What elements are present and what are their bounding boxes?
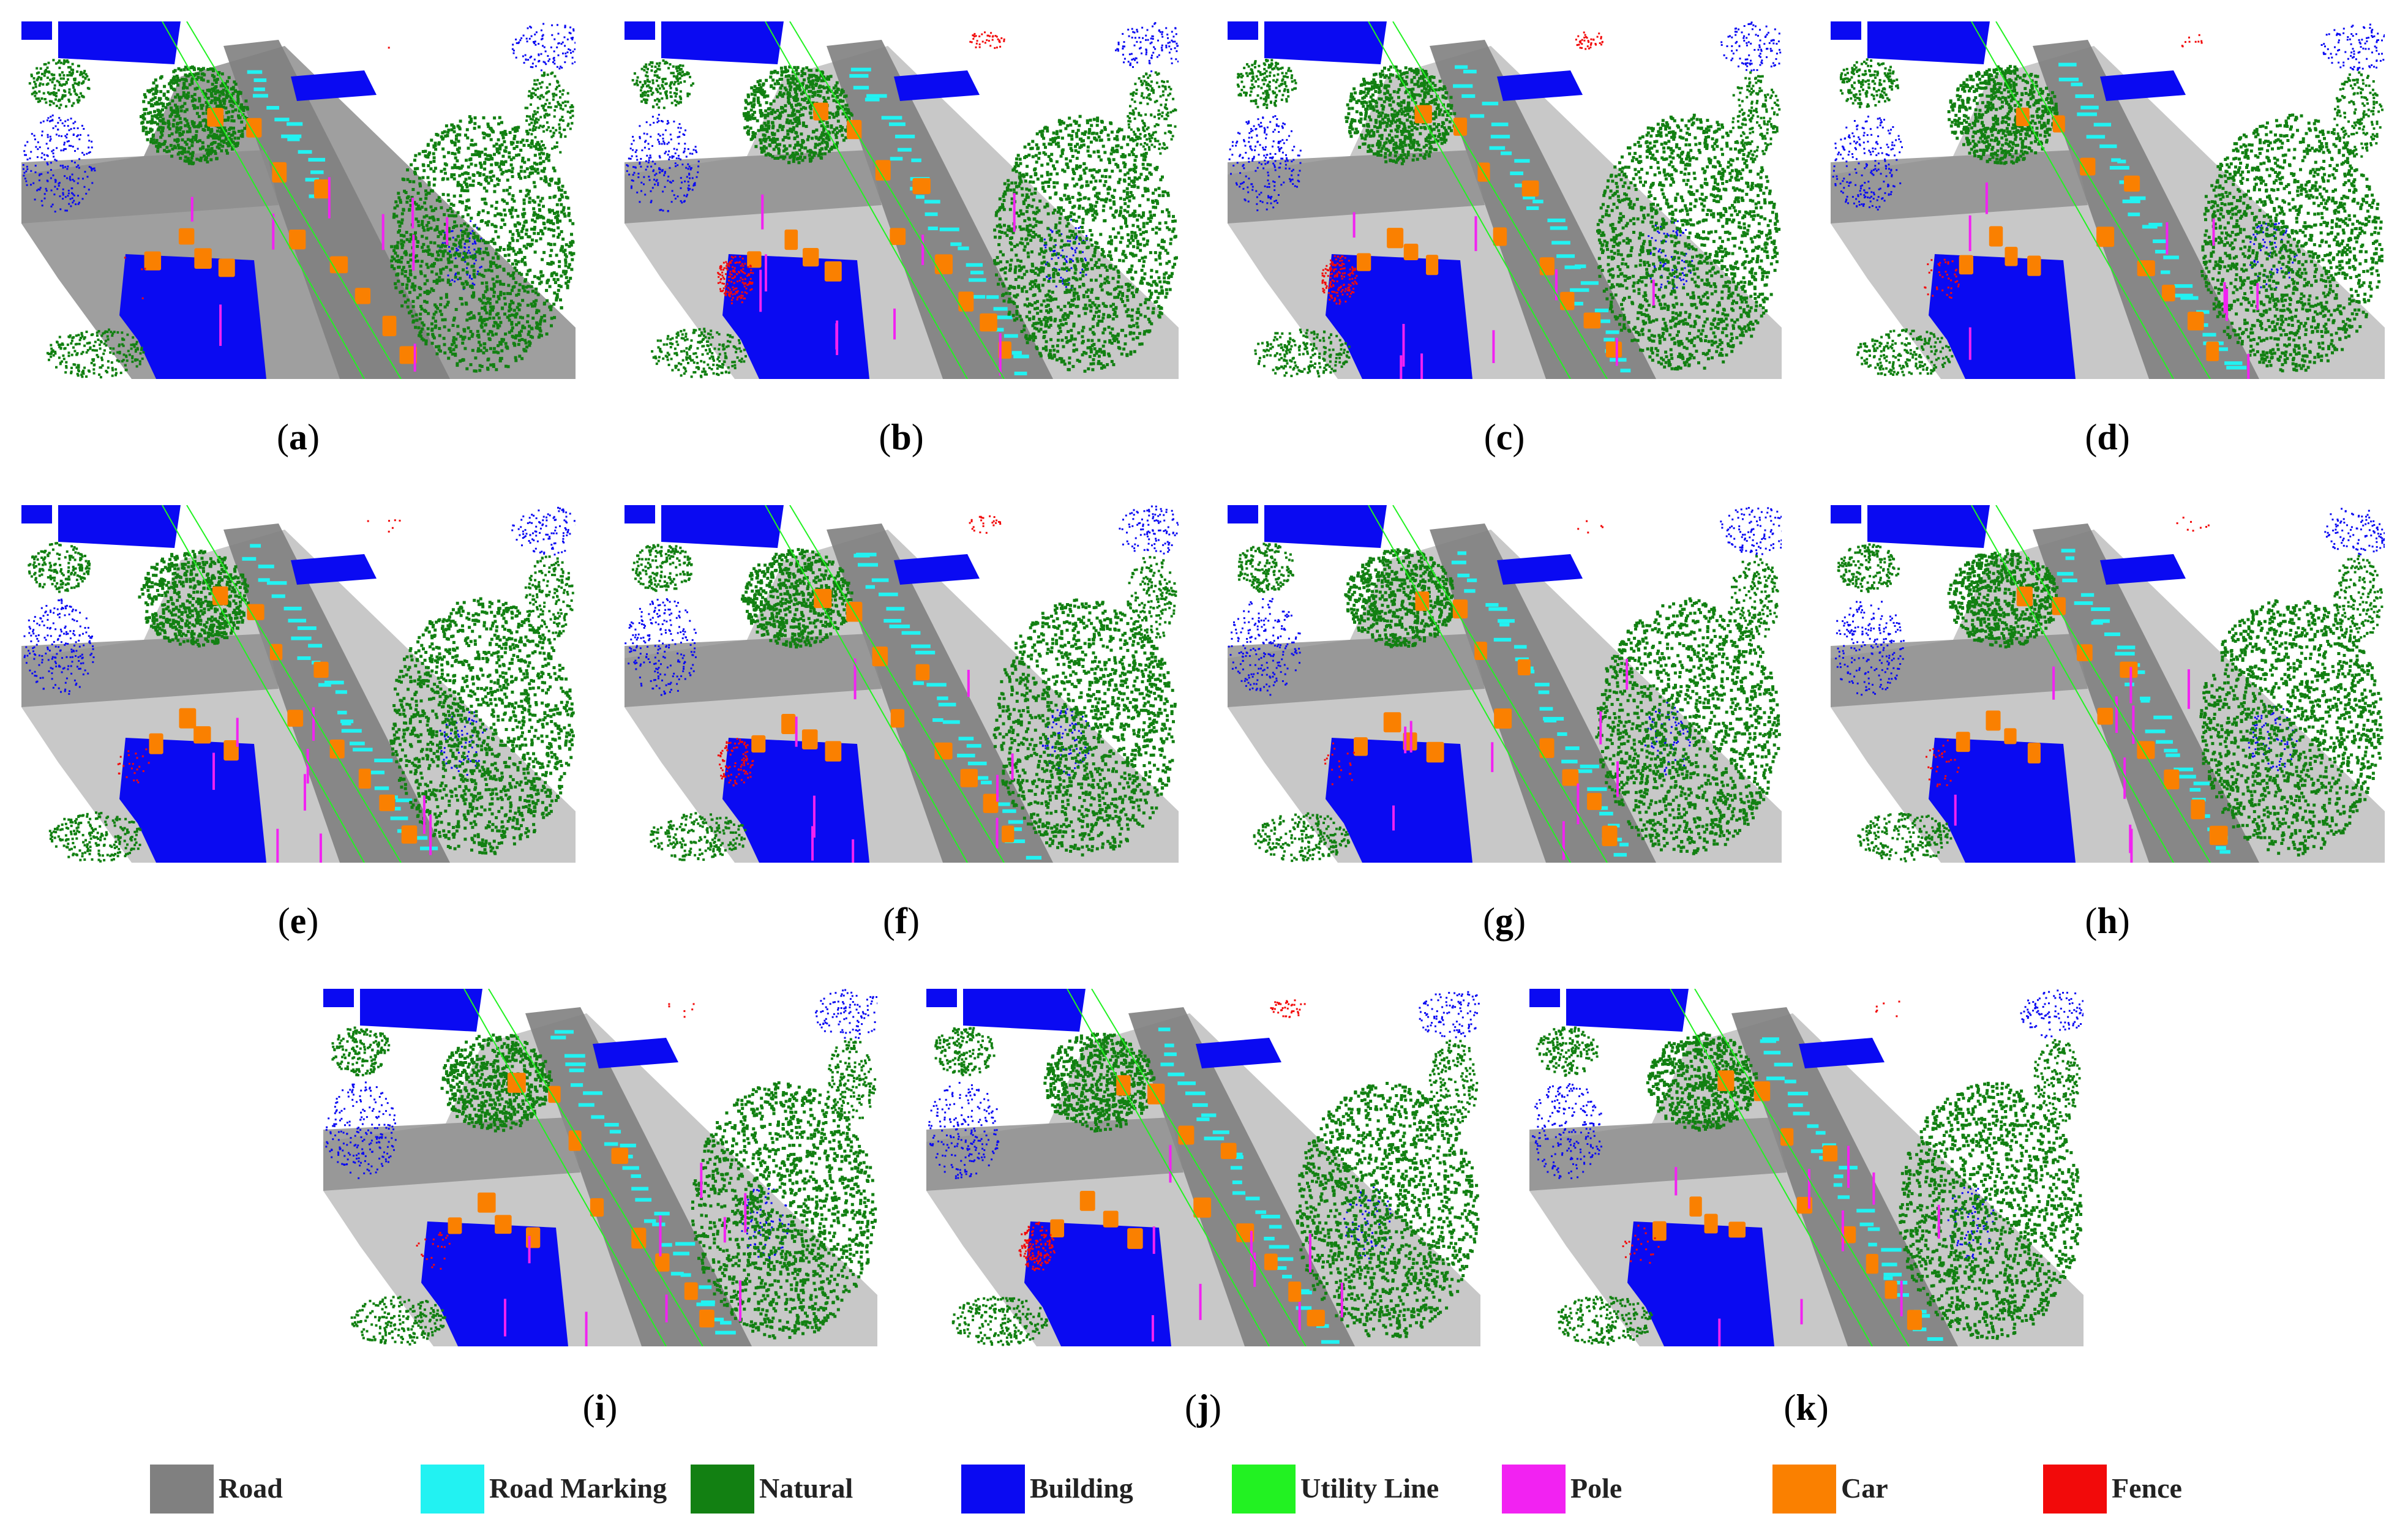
- legend-swatch-utility-line: [1232, 1465, 1296, 1514]
- caption-d: (d): [2046, 416, 2169, 459]
- caption-a: (a): [237, 416, 359, 459]
- caption-b: (b): [840, 416, 962, 459]
- panel-h: [1831, 505, 2385, 863]
- panel-f: [625, 505, 1179, 863]
- panel-b: [625, 21, 1179, 379]
- panel-j: [926, 989, 1480, 1346]
- caption-c: (c): [1443, 416, 1566, 459]
- panel-c: [1228, 21, 1782, 379]
- panel-d: [1831, 21, 2385, 379]
- caption-g: (g): [1443, 900, 1566, 942]
- panel-k: [1529, 989, 2084, 1346]
- caption-j: (j): [1142, 1387, 1264, 1429]
- panel-a: [21, 21, 576, 379]
- legend-swatch-road: [150, 1465, 214, 1514]
- legend-label-natural: Natural: [759, 1472, 853, 1504]
- legend-label-car: Car: [1841, 1472, 1888, 1504]
- caption-i: (i): [539, 1387, 661, 1429]
- legend-label-road-marking: Road Marking: [489, 1472, 667, 1504]
- panel-e: [21, 505, 576, 863]
- legend-label-pole: Pole: [1570, 1472, 1622, 1504]
- legend-label-fence: Fence: [2112, 1472, 2182, 1504]
- legend-swatch-road-marking: [421, 1465, 484, 1514]
- legend-swatch-pole: [1502, 1465, 1566, 1514]
- legend-swatch-natural: [691, 1465, 754, 1514]
- legend-label-road: Road: [219, 1472, 283, 1504]
- legend-label-utility-line: Utility Line: [1300, 1472, 1439, 1504]
- panel-g: [1228, 505, 1782, 863]
- caption-h: (h): [2046, 900, 2169, 942]
- caption-e: (e): [237, 900, 359, 942]
- caption-f: (f): [840, 900, 962, 942]
- panel-i: [323, 989, 877, 1346]
- legend-label-building: Building: [1030, 1472, 1133, 1504]
- legend-swatch-fence: [2043, 1465, 2107, 1514]
- legend-swatch-car: [1772, 1465, 1836, 1514]
- caption-k: (k): [1745, 1387, 1867, 1429]
- legend-swatch-building: [961, 1465, 1025, 1514]
